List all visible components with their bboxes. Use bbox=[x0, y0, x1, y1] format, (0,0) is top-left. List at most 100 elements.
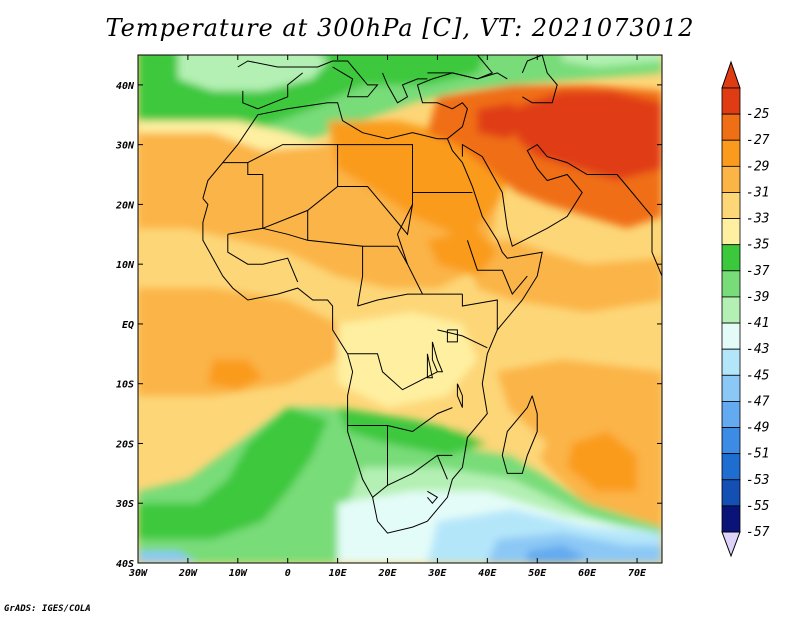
coastline-6 bbox=[242, 72, 304, 110]
colorbar-swatch bbox=[721, 374, 741, 402]
coastline-15 bbox=[262, 227, 308, 241]
colorbar-swatch bbox=[721, 322, 741, 350]
coastline-22 bbox=[466, 240, 528, 296]
coastline-25 bbox=[427, 490, 439, 504]
colorbar-swatch bbox=[721, 165, 741, 193]
field-contour-27 bbox=[527, 545, 588, 563]
coastline-20 bbox=[437, 329, 488, 349]
coastline-16 bbox=[227, 234, 299, 283]
colorbar-label: -27 bbox=[746, 133, 770, 148]
field-contour-14 bbox=[337, 312, 478, 408]
colorbar-label: -49 bbox=[746, 421, 769, 436]
coastline-18 bbox=[357, 293, 423, 307]
colorbar: -25 -27 -29 -31 -33 -35 -37 -39 -41 -43 -45 -47 -49 -… bbox=[721, 60, 770, 558]
colorbar-label: -47 bbox=[746, 394, 770, 409]
field-contour-21 bbox=[138, 407, 328, 540]
temperature-field bbox=[138, 55, 662, 563]
coastline-1 bbox=[501, 395, 538, 474]
coastline-28 bbox=[446, 329, 458, 343]
coastline-27 bbox=[372, 484, 388, 498]
lat-tick-label: 40S bbox=[116, 559, 134, 570]
lat-tick-label: 10N bbox=[116, 260, 135, 271]
coastline-10 bbox=[247, 144, 339, 229]
lon-tick-label: 0 bbox=[285, 568, 291, 579]
lat-tick-label: 20S bbox=[115, 439, 134, 450]
coastline-8 bbox=[521, 55, 558, 104]
lon-tick-label: 10E bbox=[329, 568, 348, 579]
colorbar-label: -41 bbox=[746, 316, 769, 331]
lon-tick-label: 20E bbox=[377, 568, 397, 579]
lat-tick-label: 30S bbox=[115, 499, 134, 510]
lat-tick-label: 20N bbox=[115, 200, 135, 211]
lon-tick-label: 70E bbox=[628, 568, 647, 579]
colorbar-swatch bbox=[721, 113, 741, 141]
coastline-3 bbox=[461, 143, 662, 277]
colorbar-swatch bbox=[721, 401, 741, 428]
coastline-5 bbox=[382, 72, 428, 104]
colorbar-label: -51 bbox=[746, 447, 769, 462]
colorbar-label: -39 bbox=[746, 290, 769, 305]
colorbar-label: -31 bbox=[746, 185, 769, 200]
coastline-11 bbox=[337, 144, 413, 236]
field-contour-18 bbox=[567, 431, 637, 492]
field-contour-2 bbox=[177, 55, 333, 91]
field-contour-28 bbox=[138, 551, 198, 563]
lon-tick-label: 40E bbox=[478, 568, 497, 579]
field-contour-11 bbox=[477, 102, 528, 139]
lon-tick-label: 30E bbox=[427, 568, 447, 579]
colorbar-bottom-arrow bbox=[721, 531, 741, 558]
lat-tick-label: 10S bbox=[116, 380, 134, 391]
coastline-21 bbox=[461, 294, 498, 330]
field-contour-13 bbox=[427, 228, 498, 277]
colorbar-swatch bbox=[721, 296, 741, 324]
lat-tick-label: 40N bbox=[116, 81, 135, 92]
coastline-0 bbox=[202, 102, 543, 534]
coastline-29 bbox=[431, 341, 444, 373]
coastline-31 bbox=[426, 353, 434, 379]
colorbar-label: -25 bbox=[746, 107, 770, 122]
colorbar-label: -55 bbox=[746, 499, 770, 514]
coastline-19 bbox=[347, 353, 438, 391]
colorbar-label: -43 bbox=[746, 342, 769, 357]
colorbar-swatch bbox=[721, 218, 741, 246]
coastline-9 bbox=[222, 162, 264, 235]
colorbar-label: -35 bbox=[746, 238, 770, 253]
lat-tick-label: EQ bbox=[122, 320, 134, 331]
colorbar-label: -45 bbox=[746, 368, 770, 383]
lat-tick-label: 30N bbox=[115, 141, 135, 152]
coastline-23 bbox=[347, 407, 453, 433]
colorbar-top-arrow bbox=[721, 60, 741, 89]
lon-tick-label: 20W bbox=[178, 568, 198, 579]
lon-tick-label: 60E bbox=[578, 568, 597, 579]
colorbar-swatch bbox=[721, 427, 741, 455]
coastline-7 bbox=[427, 55, 494, 80]
coastline-24 bbox=[387, 425, 453, 487]
credit-label: GrADS: IGES/COLA bbox=[4, 604, 91, 614]
colorbar-swatch bbox=[721, 505, 741, 533]
lon-tick-label: 10W bbox=[229, 568, 248, 579]
colorbar-swatch bbox=[721, 139, 741, 167]
coastline-30 bbox=[456, 383, 463, 408]
field-contour-10 bbox=[512, 90, 662, 181]
colorbar-label: -29 bbox=[746, 159, 769, 174]
colorbar-label: -57 bbox=[746, 525, 770, 540]
colorbar-swatch bbox=[721, 244, 741, 272]
colorbar-swatch bbox=[721, 192, 741, 219]
plot-frame bbox=[137, 54, 663, 564]
coastline-17 bbox=[362, 245, 408, 265]
colorbar-swatch bbox=[721, 479, 741, 507]
page-title: Temperature at 300hPa [C], VT: 202107301… bbox=[105, 14, 695, 42]
field-contour-15 bbox=[138, 288, 338, 396]
coastline-26 bbox=[436, 455, 448, 480]
lon-tick-label: 50E bbox=[528, 568, 547, 579]
colorbar-label: -37 bbox=[746, 264, 770, 279]
colorbar-label: -33 bbox=[746, 212, 769, 227]
colorbar-swatch bbox=[721, 453, 741, 481]
coastline-4 bbox=[237, 60, 379, 98]
colorbar-swatch bbox=[721, 270, 741, 298]
colorbar-label: -53 bbox=[746, 473, 769, 488]
field-contour-16 bbox=[207, 359, 263, 390]
lon-tick-label: 30W bbox=[128, 568, 148, 579]
